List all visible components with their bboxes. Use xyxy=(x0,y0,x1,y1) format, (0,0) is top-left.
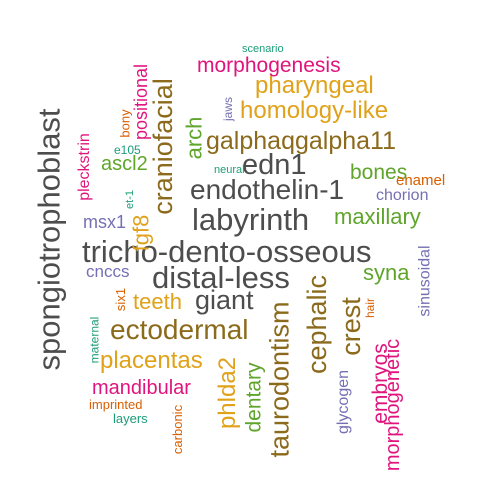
word-teeth: teeth xyxy=(133,289,182,314)
word-galphaqgalpha11: galphaqgalpha11 xyxy=(206,127,397,155)
word-msx1: msx1 xyxy=(83,212,127,232)
word-e105: e105 xyxy=(114,143,141,157)
word-homology-like: homology-like xyxy=(240,97,389,124)
word-giant: giant xyxy=(195,285,254,315)
word-ectodermal: ectodermal xyxy=(110,314,249,345)
word-layers: layers xyxy=(113,411,148,426)
word-tricho-dento-osseous: tricho-dento-osseous xyxy=(82,234,372,269)
word-syna: syna xyxy=(363,260,410,285)
word-placentas: placentas xyxy=(100,347,203,374)
word-morphogenesis: morphogenesis xyxy=(197,54,341,77)
word-neural: neural xyxy=(214,164,245,176)
word-cnccs: cnccs xyxy=(86,262,130,281)
word-bones: bones xyxy=(350,161,408,184)
word-mandibular: mandibular xyxy=(92,377,191,399)
word-edn1: edn1 xyxy=(242,149,307,181)
word-distal-less: distal-less xyxy=(152,260,290,295)
word-pharyngeal: pharyngeal xyxy=(255,72,374,99)
word-chorion: chorion xyxy=(376,187,429,204)
word-maxillary: maxillary xyxy=(334,204,421,229)
word-enamel: enamel xyxy=(396,172,446,189)
word-scenario: scenario xyxy=(242,43,284,55)
word-ascl2: ascl2 xyxy=(101,153,148,175)
word-imprinted: imprinted xyxy=(89,397,143,412)
word-endothelin-1: endothelin-1 xyxy=(190,174,345,205)
word-labyrinth: labyrinth xyxy=(192,202,310,237)
